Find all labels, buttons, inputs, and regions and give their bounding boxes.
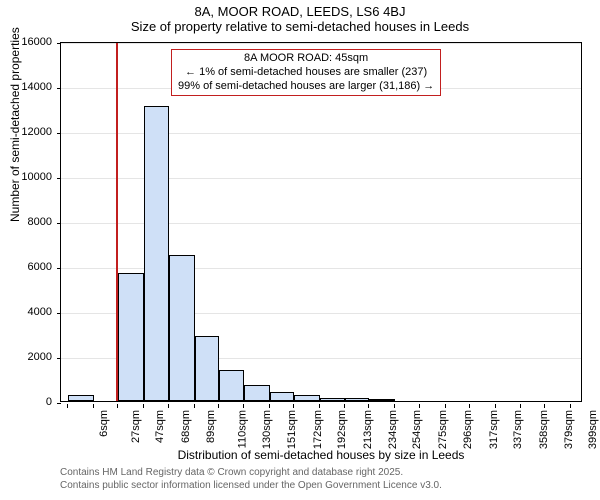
x-tick-label: 68sqm — [180, 410, 192, 443]
info-line-3: 99% of semi-detached houses are larger (… — [178, 80, 434, 94]
y-tick-label: 0 — [46, 396, 52, 408]
y-tick-label: 10000 — [21, 171, 52, 183]
gridline — [61, 178, 581, 179]
y-tick-mark — [57, 313, 61, 314]
x-tick-mark — [117, 404, 118, 408]
y-tick-mark — [57, 178, 61, 179]
x-axis-label: Distribution of semi-detached houses by … — [60, 448, 582, 462]
x-tick-mark — [344, 404, 345, 408]
y-tick-mark — [57, 358, 61, 359]
x-tick-mark — [319, 404, 320, 408]
footer-line-2: Contains public sector information licen… — [60, 479, 442, 492]
x-tick-mark — [67, 404, 68, 408]
y-tick-label: 8000 — [28, 216, 52, 228]
x-tick-mark — [495, 404, 496, 408]
x-tick-label: 379sqm — [563, 410, 575, 449]
histogram-bar — [144, 106, 169, 401]
x-tick-label: 399sqm — [588, 410, 600, 449]
x-tick-mark — [445, 404, 446, 408]
y-tick-label: 4000 — [28, 306, 52, 318]
histogram-bar — [219, 370, 244, 402]
x-tick-mark — [243, 404, 244, 408]
x-tick-mark — [93, 404, 94, 408]
x-tick-mark — [394, 404, 395, 408]
x-tick-mark — [544, 404, 545, 408]
y-tick-label: 2000 — [28, 351, 52, 363]
x-tick-mark — [194, 404, 195, 408]
histogram-bar — [345, 398, 369, 401]
x-tick-mark — [143, 404, 144, 408]
x-tick-mark — [469, 404, 470, 408]
histogram-bar — [320, 398, 345, 401]
y-tick-mark — [57, 223, 61, 224]
title-block: 8A, MOOR ROAD, LEEDS, LS6 4BJ Size of pr… — [0, 0, 600, 34]
gridline — [61, 268, 581, 269]
x-tick-mark — [168, 404, 169, 408]
x-tick-mark — [570, 404, 571, 408]
x-tick-label: 337sqm — [512, 410, 524, 449]
histogram-bar — [169, 255, 194, 401]
x-tick-label: 47sqm — [154, 410, 166, 443]
y-tick-label: 12000 — [21, 126, 52, 138]
x-tick-mark — [269, 404, 270, 408]
x-tick-label: 317sqm — [488, 410, 500, 449]
histogram-bar — [195, 336, 219, 401]
gridline — [61, 223, 581, 224]
y-tick-mark — [57, 268, 61, 269]
histogram-bar — [118, 273, 143, 401]
gridline — [61, 43, 581, 44]
x-tick-label: 234sqm — [387, 410, 399, 449]
plot-area: 8A MOOR ROAD: 45sqm ← 1% of semi-detache… — [60, 42, 582, 402]
chart-subtitle: Size of property relative to semi-detach… — [0, 19, 600, 34]
x-tick-label: 27sqm — [130, 410, 142, 443]
x-tick-mark — [419, 404, 420, 408]
y-tick-label: 6000 — [28, 261, 52, 273]
histogram-bar — [369, 399, 394, 401]
info-line-1: 8A MOOR ROAD: 45sqm — [178, 52, 434, 66]
x-tick-mark — [520, 404, 521, 408]
y-tick-mark — [57, 88, 61, 89]
gridline — [61, 133, 581, 134]
footer-attribution: Contains HM Land Registry data © Crown c… — [60, 466, 442, 492]
x-tick-label: 6sqm — [98, 410, 110, 437]
x-tick-label: 151sqm — [286, 410, 298, 449]
footer-line-1: Contains HM Land Registry data © Crown c… — [60, 466, 442, 479]
x-tick-label: 213sqm — [362, 410, 374, 449]
histogram-bar — [270, 392, 294, 401]
y-tick-label: 16000 — [21, 36, 52, 48]
marker-line — [116, 43, 118, 401]
x-tick-mark — [293, 404, 294, 408]
x-tick-label: 296sqm — [462, 410, 474, 449]
y-tick-mark — [57, 133, 61, 134]
histogram-bar — [68, 395, 93, 401]
x-tick-label: 89sqm — [205, 410, 217, 443]
x-tick-label: 254sqm — [411, 410, 423, 449]
x-tick-mark — [368, 404, 369, 408]
y-tick-label: 14000 — [21, 81, 52, 93]
histogram-bar — [244, 385, 269, 401]
y-tick-mark — [57, 43, 61, 44]
x-tick-mark — [218, 404, 219, 408]
x-tick-label: 110sqm — [236, 410, 248, 448]
x-tick-label: 358sqm — [538, 410, 550, 449]
x-tick-label: 172sqm — [312, 410, 324, 449]
x-tick-label: 130sqm — [261, 410, 273, 449]
chart-title: 8A, MOOR ROAD, LEEDS, LS6 4BJ — [0, 4, 600, 19]
x-tick-label: 192sqm — [336, 410, 348, 449]
histogram-bar — [294, 395, 319, 401]
info-box: 8A MOOR ROAD: 45sqm ← 1% of semi-detache… — [171, 49, 441, 96]
x-tick-label: 275sqm — [437, 410, 449, 449]
y-axis-label: Number of semi-detached properties — [8, 27, 22, 222]
info-line-2: ← 1% of semi-detached houses are smaller… — [178, 66, 434, 80]
